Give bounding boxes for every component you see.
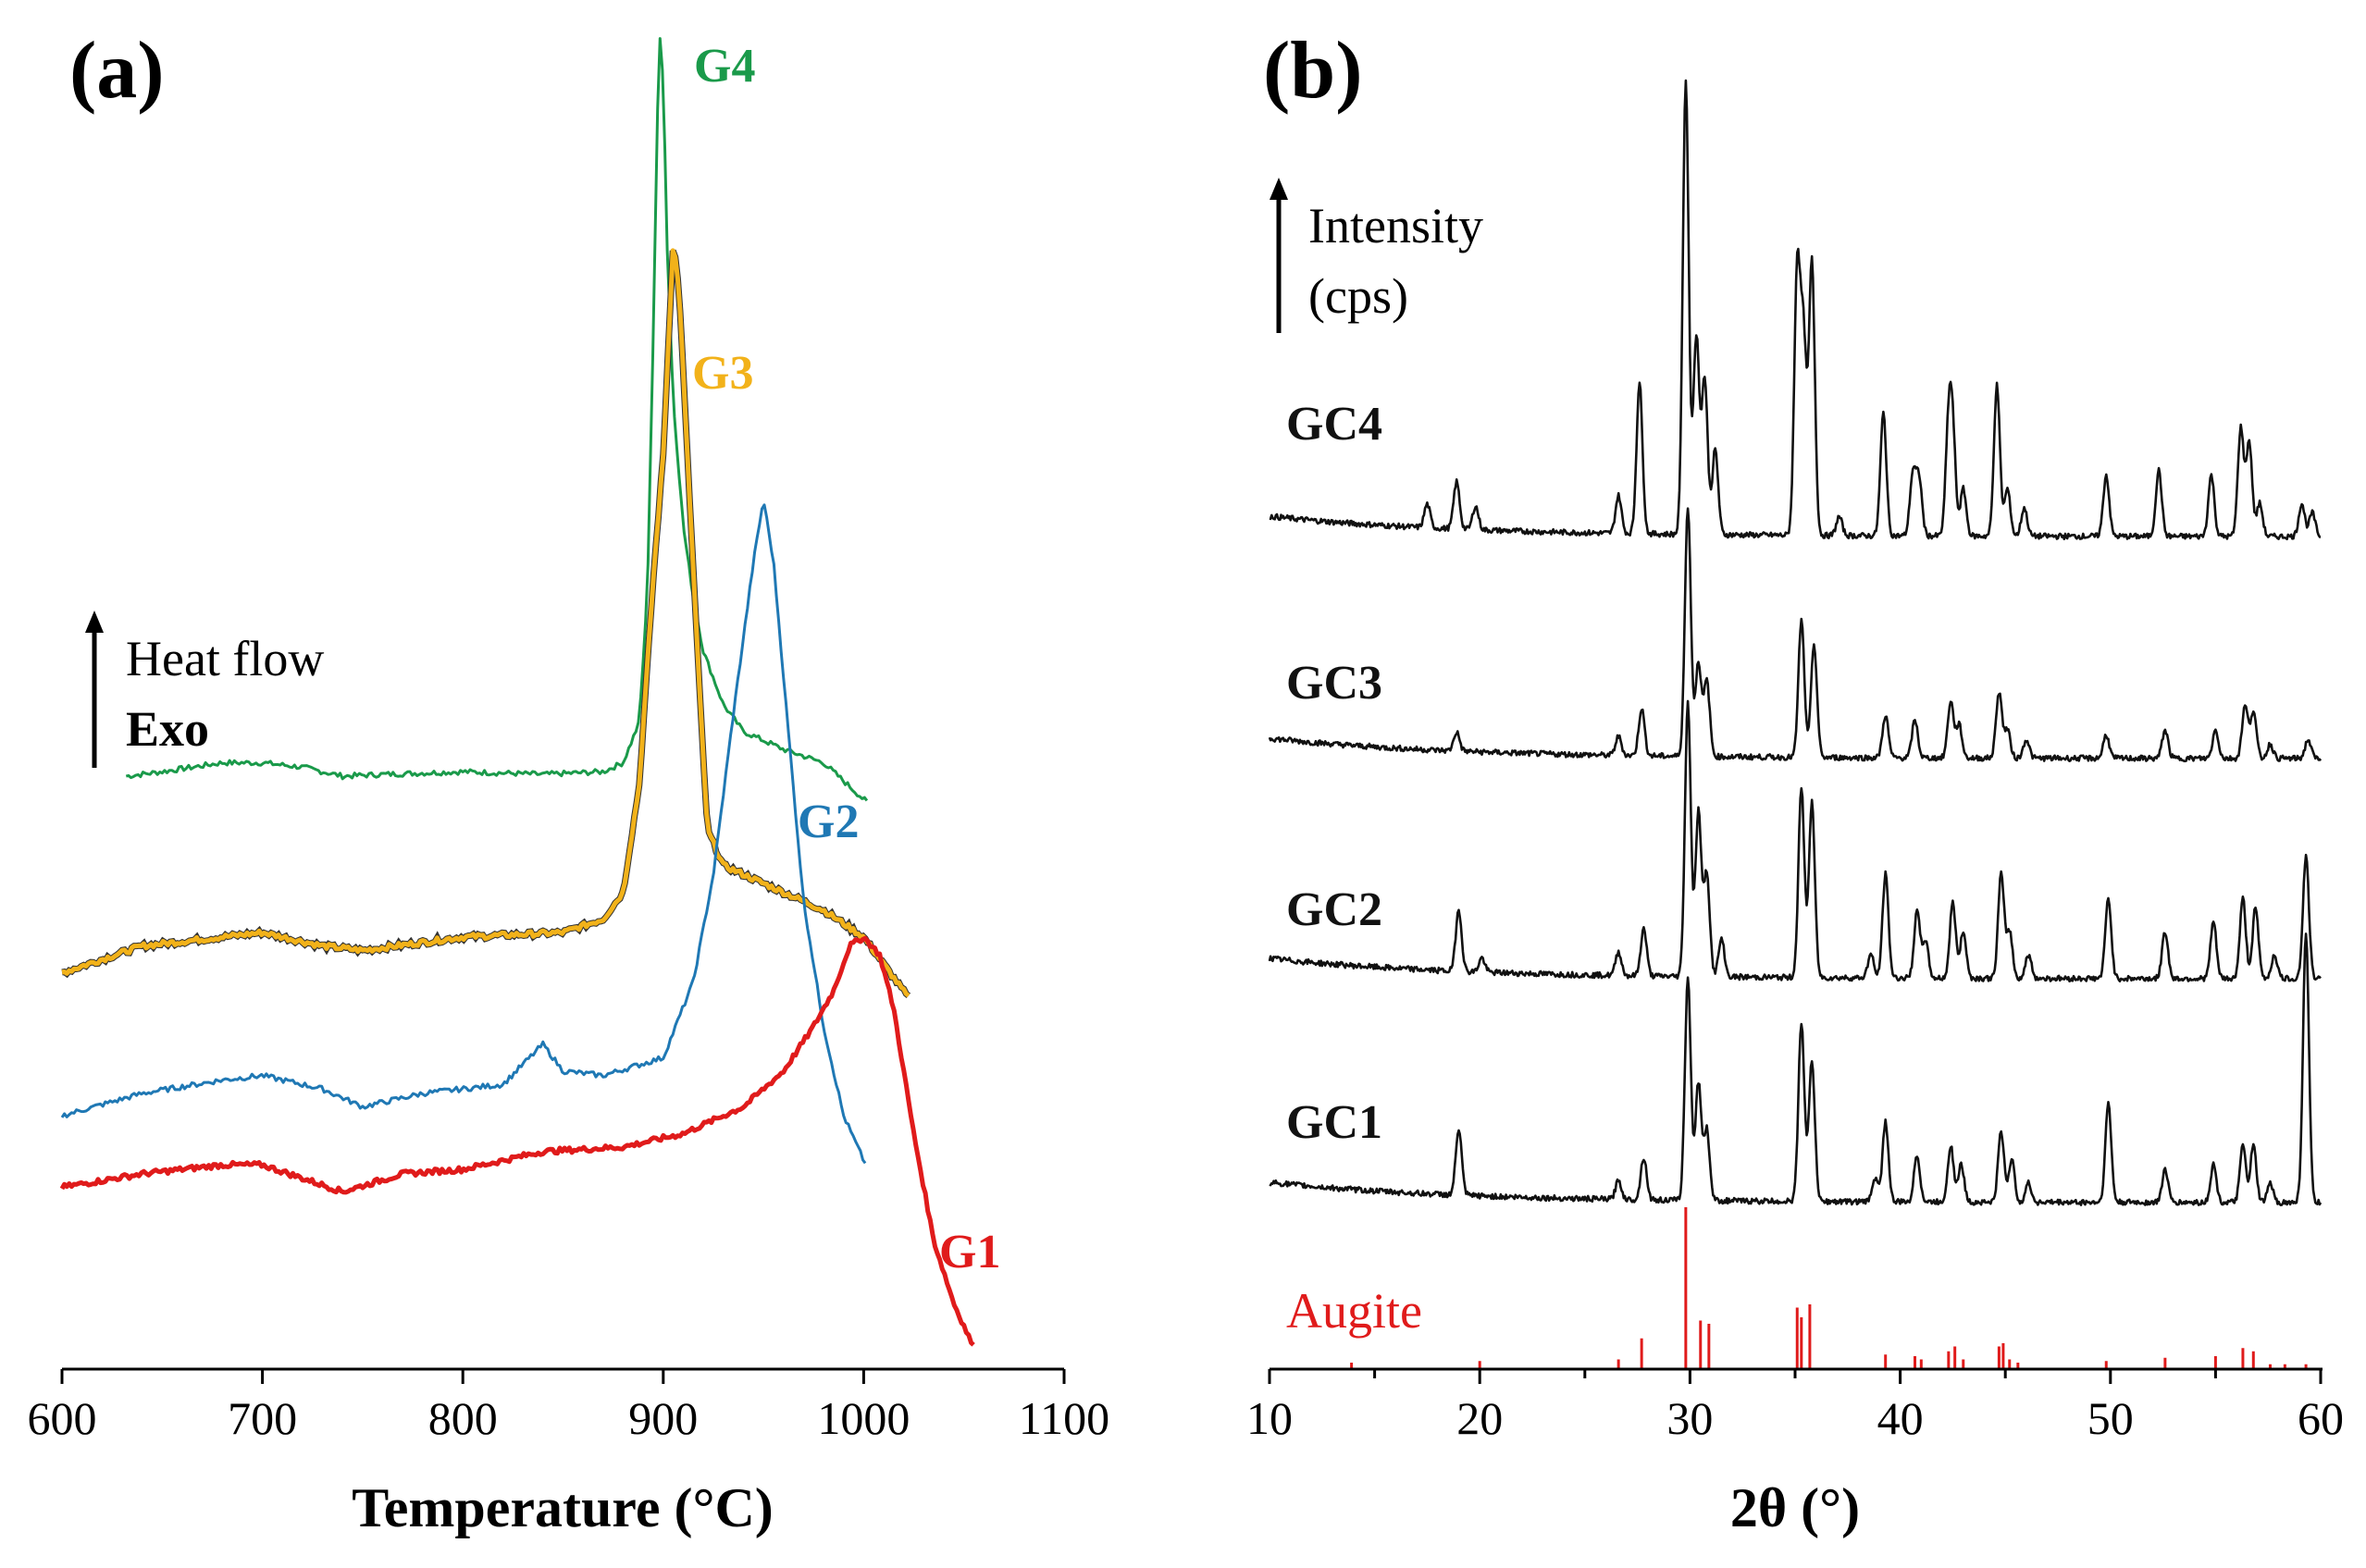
series-g3-outline	[61, 249, 911, 999]
pattern-label-gc2: GC2	[1286, 883, 1382, 936]
x-tick-label-a: 900	[628, 1392, 698, 1444]
series-label-g1: G1	[939, 1226, 1000, 1278]
augite-label: Augite	[1286, 1283, 1422, 1339]
pattern-label-gc4: GC4	[1286, 398, 1382, 451]
x-tick-label-b: 10	[1246, 1392, 1293, 1444]
x-tick-label-a: 1000	[817, 1392, 910, 1444]
panel-b-label: (b)	[1263, 26, 1363, 116]
pattern-gc3	[1268, 507, 2323, 763]
x-axis-title-a: Temperature (°C)	[352, 1477, 774, 1538]
b-patterns	[1268, 79, 2323, 1206]
series-g2-line	[60, 503, 867, 1165]
augite-reference-lines	[1350, 1207, 2308, 1369]
x-ticks-a: 600 700 800 900 1000 1100	[28, 1369, 1109, 1444]
intensity-label: Intensity	[1308, 198, 1483, 253]
exo-label: Exo	[126, 701, 209, 757]
x-axis-title-b: 2θ (°)	[1730, 1477, 1860, 1538]
pattern-label-gc1: GC1	[1286, 1096, 1382, 1149]
x-tick-label-a: 800	[428, 1392, 498, 1444]
x-tick-label-a: 700	[228, 1392, 297, 1444]
x-tick-label-b: 30	[1666, 1392, 1713, 1444]
pattern-gc1	[1269, 932, 2323, 1206]
series-g4-line	[125, 37, 869, 802]
panel-a-label: (a)	[69, 26, 165, 116]
heat-flow-arrow-head	[85, 611, 104, 633]
x-ticks-b: 10 20 30 40 50 60	[1246, 1369, 2344, 1444]
intensity-arrow-head	[1270, 178, 1288, 200]
a-series-labels: G4 G3 G2 G1	[692, 40, 1000, 1278]
x-tick-label-b: 40	[1877, 1392, 1924, 1444]
pattern-gc4	[1269, 79, 2322, 541]
series-g1-line	[59, 935, 975, 1347]
x-tick-label-a: 600	[28, 1392, 97, 1444]
x-tick-label-b: 60	[2298, 1392, 2344, 1444]
x-tick-label-b: 20	[1456, 1392, 1503, 1444]
series-label-g3: G3	[692, 347, 753, 400]
pattern-gc2	[1268, 699, 2322, 982]
x-tick-label-a: 1100	[1019, 1392, 1109, 1444]
series-g3-line	[61, 248, 910, 998]
heat-flow-label: Heat flow	[126, 631, 324, 686]
a-curves	[59, 37, 975, 1347]
x-tick-label-b: 50	[2087, 1392, 2134, 1444]
series-label-g2: G2	[798, 796, 859, 848]
series-label-g4: G4	[694, 40, 755, 93]
panel-a-dsc: (a) G4 G3 G2 G1 Heat flow Exo 600 700 800 900 1…	[28, 26, 1110, 1538]
cps-label: (cps)	[1308, 268, 1408, 324]
b-series-labels: GC4 GC3 GC2 GC1	[1286, 398, 1382, 1149]
pattern-label-gc3: GC3	[1286, 657, 1382, 710]
